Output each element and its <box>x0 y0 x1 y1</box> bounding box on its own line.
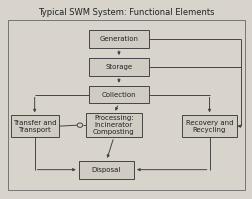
Text: Collection: Collection <box>101 92 136 98</box>
Text: Typical SWM System: Functional Elements: Typical SWM System: Functional Elements <box>38 8 214 17</box>
Text: Storage: Storage <box>105 64 132 70</box>
Bar <box>11 115 58 137</box>
Text: Processing:
Incinerator
Composting: Processing: Incinerator Composting <box>93 115 134 135</box>
Text: Generation: Generation <box>99 36 138 42</box>
Bar <box>181 115 236 137</box>
Bar <box>88 86 149 103</box>
Text: Recovery and
Recycling: Recovery and Recycling <box>185 120 232 133</box>
Bar <box>8 20 244 190</box>
Text: Disposal: Disposal <box>91 167 120 173</box>
Bar <box>88 58 149 76</box>
Bar <box>88 30 149 48</box>
Bar <box>78 161 134 179</box>
Text: Transfer and
Transport: Transfer and Transport <box>13 120 56 133</box>
Bar <box>86 113 141 137</box>
